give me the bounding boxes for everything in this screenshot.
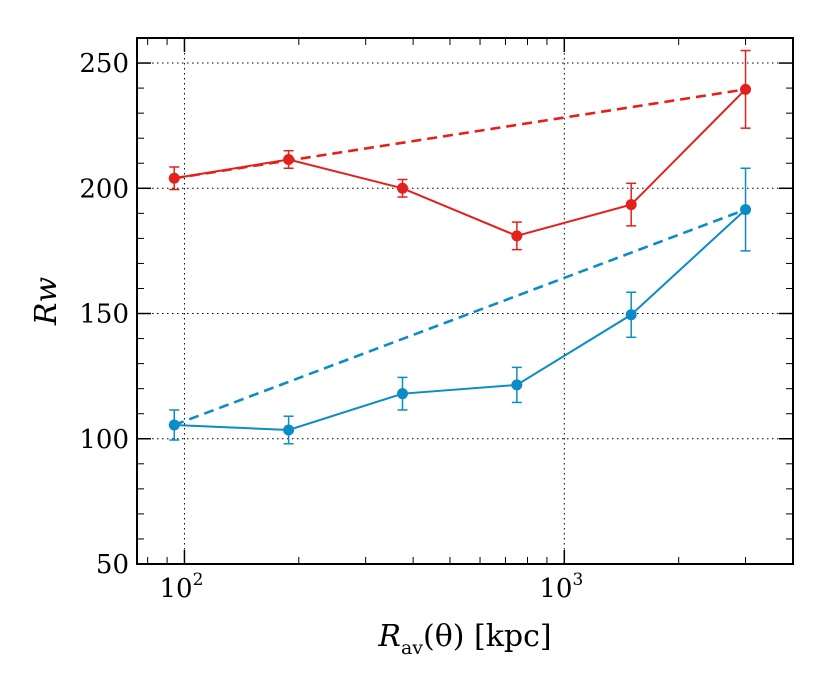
y-tick-label: 100: [79, 425, 129, 455]
minor-ticks: [137, 37, 794, 564]
grid-layer: [137, 38, 793, 564]
x-tick-label: 103: [539, 570, 583, 604]
data-point: [511, 230, 523, 242]
x-tick-base: 10: [159, 574, 192, 604]
data-point: [511, 379, 523, 391]
x-tick-exponent: 2: [193, 570, 204, 590]
series-layer: [168, 49, 752, 445]
y-tick-label: 50: [96, 550, 129, 580]
data-point: [397, 388, 409, 400]
data-point: [397, 182, 409, 194]
x-tick-label: 102: [159, 570, 203, 604]
data-point: [625, 199, 637, 211]
x-axis-label-main: R: [377, 619, 401, 654]
data-point: [625, 309, 637, 321]
x-axis-label-rest: (θ) [kpc]: [423, 619, 552, 654]
x-tick-exponent: 3: [572, 570, 583, 590]
data-point: [740, 204, 752, 216]
series-blue-dashed: [173, 208, 746, 427]
series-line-red-dashed: [174, 88, 746, 180]
series-line-blue-dashed: [173, 208, 746, 427]
y-tick-label: 150: [79, 300, 129, 330]
plot-frame: [136, 37, 794, 565]
y-axis-label: Rw: [29, 277, 64, 327]
y-tick-label: 200: [79, 174, 129, 204]
data-point: [283, 424, 295, 436]
series-red-dashed: [174, 88, 746, 180]
x-axis-label: Rav(θ) [kpc]: [377, 619, 551, 659]
series-line-red-solid: [174, 88, 747, 237]
series-red-solid: [168, 49, 752, 251]
x-axis-label-sub: av: [401, 637, 423, 659]
major-ticks: [137, 38, 793, 565]
data-point: [740, 83, 752, 95]
y-tick-label: 250: [79, 49, 129, 79]
series-line-blue-solid: [174, 208, 747, 432]
x-tick-base: 10: [539, 574, 572, 604]
series-blue-solid: [168, 167, 752, 445]
